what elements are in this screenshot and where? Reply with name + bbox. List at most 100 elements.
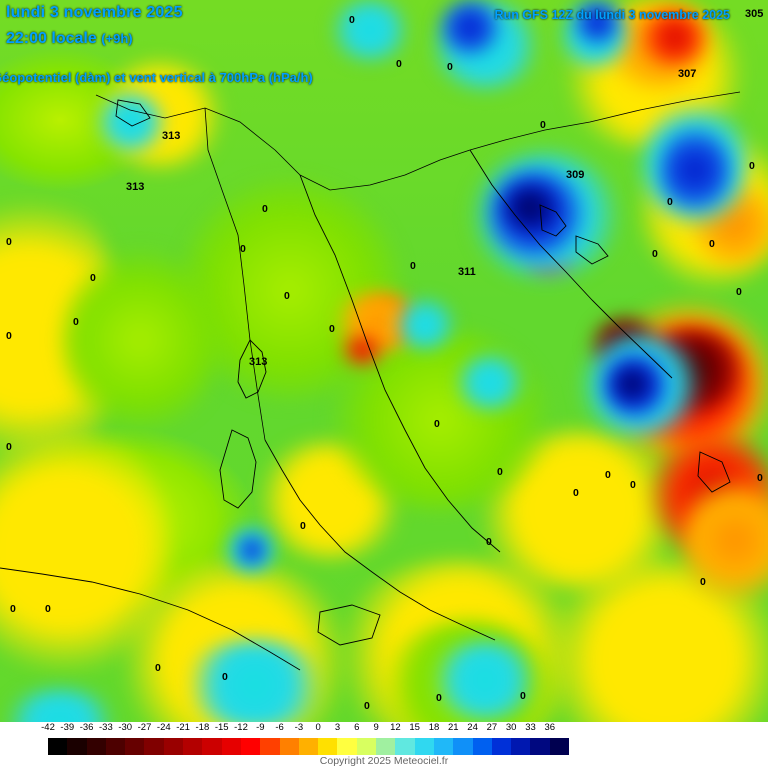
zero-contour-label: 0 xyxy=(436,692,442,704)
color-scale-tick: -24 xyxy=(156,722,171,733)
zero-contour-label: 0 xyxy=(73,316,79,328)
color-scale-tick: -39 xyxy=(60,722,75,733)
zero-contour-label: 0 xyxy=(155,662,161,674)
color-scale-tick: 33 xyxy=(525,722,536,733)
geopotential-isoline-label: 313 xyxy=(162,130,181,142)
zero-contour-label: 0 xyxy=(573,487,579,499)
color-scale-tick: -12 xyxy=(234,722,248,733)
color-scale-swatch xyxy=(221,738,241,755)
zero-contour-label: 0 xyxy=(667,196,673,208)
field-blob xyxy=(340,336,385,364)
color-scale-tick: 36 xyxy=(544,722,556,733)
geopotential-isoline-label: 309 xyxy=(566,169,585,181)
color-scale-swatch xyxy=(48,738,68,755)
color-scale-tick: 12 xyxy=(390,722,401,733)
zero-contour-label: 0 xyxy=(736,286,742,298)
zero-contour-label: 0 xyxy=(652,248,658,260)
zero-contour-label: 0 xyxy=(262,203,268,215)
forecast-date: lundi 3 novembre 2025 xyxy=(6,4,183,21)
zero-contour-label: 0 xyxy=(434,418,440,430)
zero-contour-label: 0 xyxy=(497,466,503,478)
color-scale-tick: 30 xyxy=(505,722,517,733)
geopotential-isoline-label: 313 xyxy=(126,181,145,193)
color-scale-tick: -3 xyxy=(294,722,304,733)
color-scale-swatch xyxy=(337,738,357,755)
zero-contour-label: 0 xyxy=(284,290,290,302)
color-scale-swatch xyxy=(530,738,550,755)
forecast-time-offset: (+9h) xyxy=(101,31,133,46)
field-blob xyxy=(500,185,560,230)
zero-contour-label: 0 xyxy=(300,520,306,532)
color-scale-swatch xyxy=(511,738,531,755)
color-scale-tick: 21 xyxy=(448,722,459,733)
color-scale-tick: -42 xyxy=(41,722,55,733)
field-blob xyxy=(60,250,220,430)
color-scale-swatches xyxy=(48,738,570,755)
color-scale-tick: 27 xyxy=(486,722,498,733)
model-run-label: Run GFS 12Z du lundi 3 novembre 2025 xyxy=(494,8,730,22)
color-scale-tick: -27 xyxy=(137,722,152,733)
geopotential-isoline-label: 313 xyxy=(249,356,268,368)
field-blob xyxy=(430,640,540,720)
color-scale-tick: -30 xyxy=(118,722,133,733)
color-scale-tick: 18 xyxy=(428,722,440,733)
field-blob xyxy=(330,0,410,60)
color-scale-tick: 24 xyxy=(467,722,478,733)
zero-contour-label: 0 xyxy=(700,576,706,588)
color-scale-swatch xyxy=(144,738,164,755)
field-blob xyxy=(575,0,620,45)
color-scale-swatch xyxy=(163,738,184,755)
color-scale-swatch xyxy=(240,738,261,755)
zero-contour-label: 0 xyxy=(6,441,12,453)
color-scale-swatch xyxy=(414,738,434,755)
color-scale-swatch xyxy=(356,738,377,755)
zero-contour-label: 0 xyxy=(486,536,492,548)
color-scale-swatch xyxy=(472,738,492,755)
zero-contour-label: 0 xyxy=(6,330,12,342)
color-scale-tick: 0 xyxy=(315,722,321,733)
zero-contour-label: 0 xyxy=(757,472,763,484)
color-scale-swatch xyxy=(125,738,145,755)
color-scale-swatch xyxy=(395,738,415,755)
color-scale-tick: -33 xyxy=(99,722,113,733)
zero-contour-label: 0 xyxy=(10,603,16,615)
zero-contour-label: 0 xyxy=(540,119,546,131)
field-blob xyxy=(660,125,730,215)
zero-contour-label: 0 xyxy=(630,479,636,491)
zero-contour-label: 0 xyxy=(364,700,370,712)
field-blob xyxy=(440,0,500,55)
forecast-time-value: 22:00 locale xyxy=(6,30,97,47)
zero-contour-label: 0 xyxy=(45,603,51,615)
zero-contour-label: 0 xyxy=(240,243,246,255)
field-blob xyxy=(680,470,768,610)
zero-contour-label: 0 xyxy=(410,260,416,272)
zero-contour-label: 0 xyxy=(520,690,526,702)
color-scale-tick: -15 xyxy=(214,722,229,733)
color-scale-tick: -21 xyxy=(176,722,190,733)
color-scale-swatch xyxy=(67,738,87,755)
color-scale-tick: -9 xyxy=(256,722,265,733)
color-scale-tick: 6 xyxy=(354,722,360,733)
field-blob xyxy=(180,640,330,730)
forecast-time: 22:00 locale (+9h) xyxy=(6,30,133,48)
zero-contour-label: 0 xyxy=(329,323,335,335)
zero-contour-label: 0 xyxy=(222,671,228,683)
color-scale-swatch xyxy=(279,738,299,755)
zero-contour-label: 0 xyxy=(749,160,755,172)
color-scale-tick: 3 xyxy=(334,722,341,733)
color-scale-tick: 9 xyxy=(373,722,379,733)
zero-contour-label: 0 xyxy=(396,58,402,70)
color-scale-tick: 15 xyxy=(409,722,420,733)
color-scale-swatch xyxy=(453,738,473,755)
field-blob xyxy=(395,300,455,350)
color-scale-swatch xyxy=(202,738,222,755)
parameter-label: Géopotentiel (dàm) et vent vertical à 70… xyxy=(0,70,313,85)
color-scale-swatch xyxy=(183,738,203,755)
field-blob xyxy=(612,365,652,403)
geopotential-isoline-label: 311 xyxy=(458,266,476,278)
geopotential-isoline-label: 307 xyxy=(678,68,697,80)
color-scale-swatch xyxy=(298,738,319,755)
color-scale-swatch xyxy=(105,738,126,755)
